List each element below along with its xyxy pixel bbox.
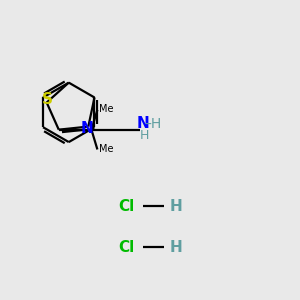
Text: Me: Me	[99, 104, 114, 114]
Text: Cl: Cl	[118, 240, 134, 255]
Text: S: S	[42, 92, 53, 107]
Text: H: H	[170, 199, 183, 214]
Text: –H: –H	[144, 117, 161, 131]
Text: H: H	[139, 129, 149, 142]
Text: N: N	[81, 121, 94, 136]
Text: N: N	[136, 116, 149, 131]
Text: Cl: Cl	[118, 199, 134, 214]
Text: H: H	[170, 240, 183, 255]
Text: Me: Me	[99, 144, 114, 154]
